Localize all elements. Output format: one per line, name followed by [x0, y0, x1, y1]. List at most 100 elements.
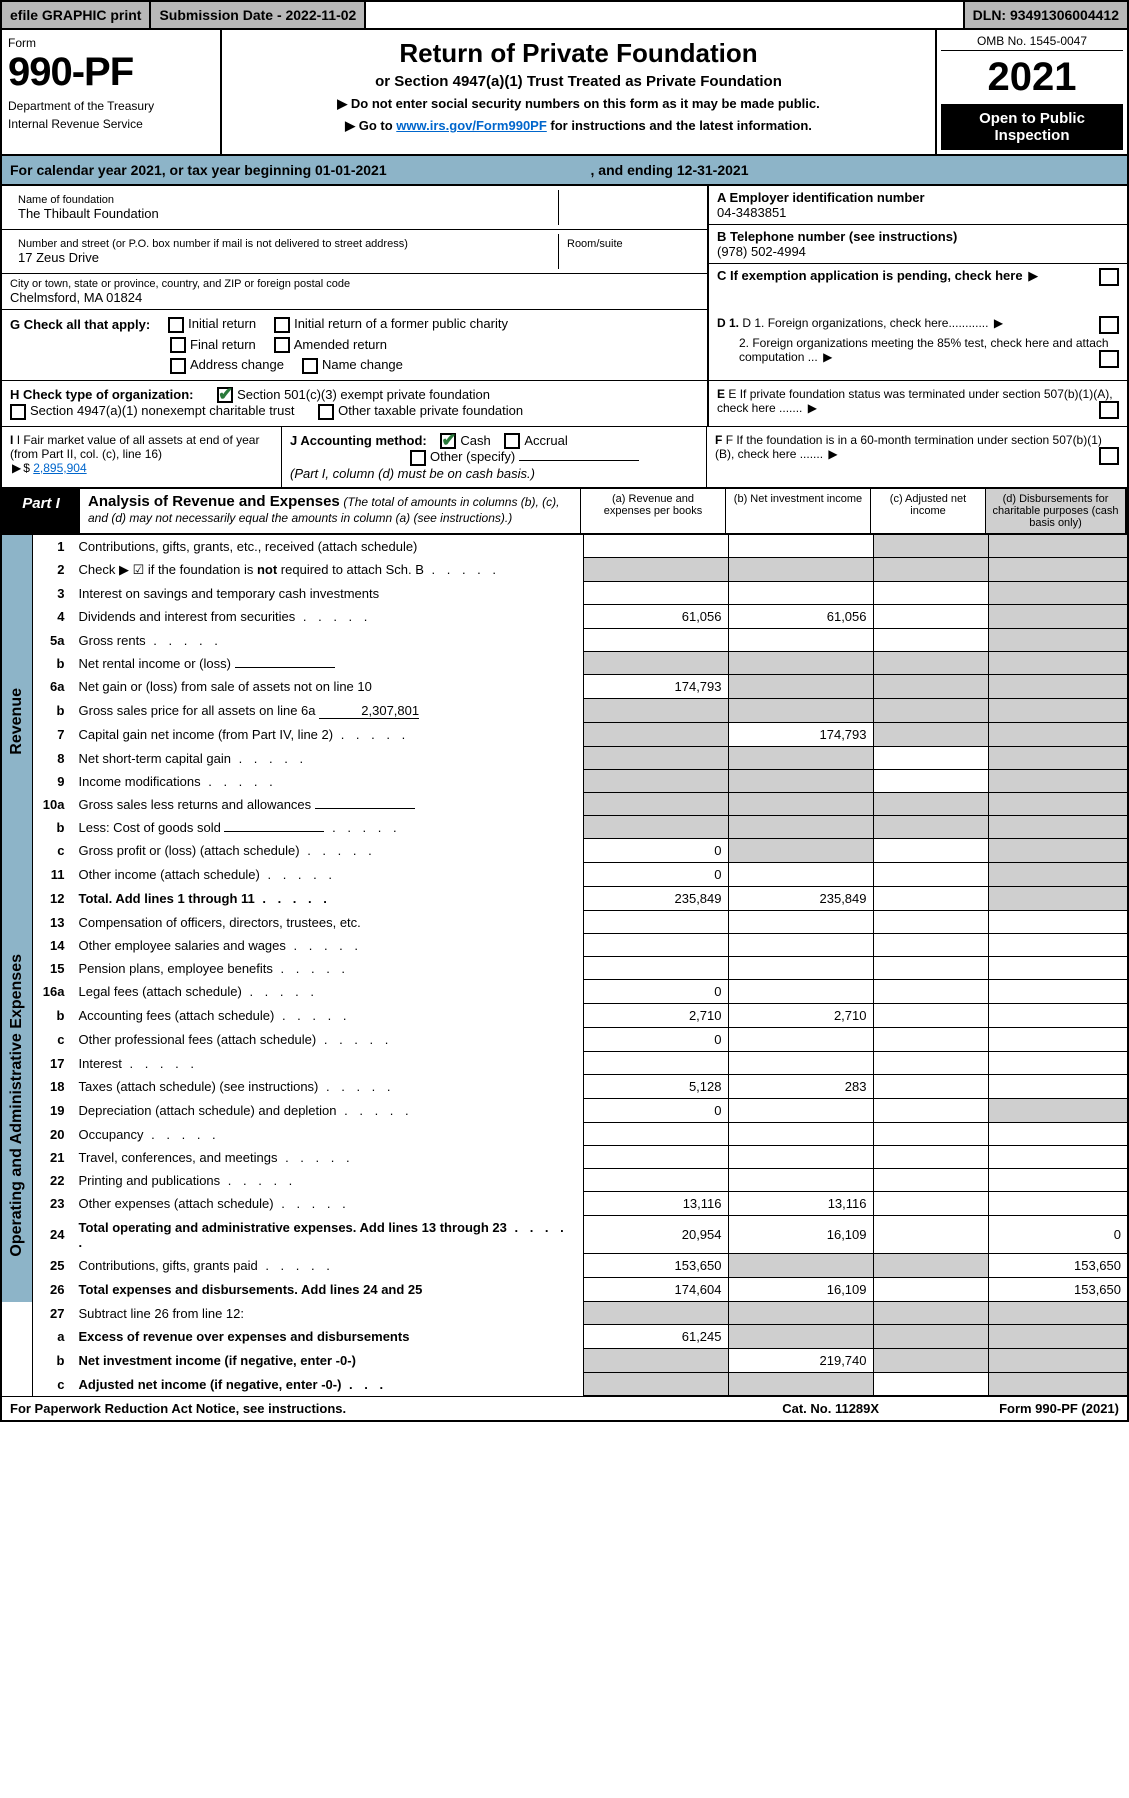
e-checkbox[interactable] — [1099, 401, 1119, 419]
arrow-icon: ▶ — [1028, 268, 1038, 284]
chk-501c3[interactable] — [217, 387, 233, 403]
line-number: 18 — [33, 1075, 73, 1099]
street-address: 17 Zeus Drive — [18, 250, 550, 265]
chk-initial-former[interactable] — [274, 317, 290, 333]
table-row: aExcess of revenue over expenses and dis… — [1, 1325, 1128, 1349]
chk-name-change[interactable] — [302, 358, 318, 374]
col-c-value — [873, 652, 988, 675]
dept-treasury: Department of the Treasury — [8, 99, 214, 113]
d1-checkbox[interactable] — [1099, 316, 1119, 334]
col-b-value — [728, 1123, 873, 1146]
col-c: (c) Adjusted net income — [870, 489, 985, 533]
table-row: cAdjusted net income (if negative, enter… — [1, 1373, 1128, 1396]
line-number: 20 — [33, 1123, 73, 1146]
chk-accrual[interactable] — [504, 433, 520, 449]
table-row: 26Total expenses and disbursements. Add … — [1, 1278, 1128, 1302]
line-description: Other income (attach schedule) . . . . . — [73, 863, 584, 887]
chk-final-return[interactable] — [170, 337, 186, 353]
line-number: 16a — [33, 980, 73, 1004]
col-c-value — [873, 816, 988, 839]
f-checkbox[interactable] — [1099, 447, 1119, 465]
line-description: Net gain or (loss) from sale of assets n… — [73, 675, 584, 699]
col-a-value: 0 — [583, 980, 728, 1004]
g-row: G Check all that apply: Initial return I… — [0, 310, 1129, 381]
col-d-value — [988, 1052, 1128, 1075]
col-d-value — [988, 1146, 1128, 1169]
table-row: 25Contributions, gifts, grants paid . . … — [1, 1254, 1128, 1278]
col-a-value — [583, 1052, 728, 1075]
part1-header: Part I Analysis of Revenue and Expenses … — [0, 489, 1129, 535]
col-c-value — [873, 629, 988, 652]
line-number: 11 — [33, 863, 73, 887]
col-d-value — [988, 934, 1128, 957]
table-row: 21Travel, conferences, and meetings . . … — [1, 1146, 1128, 1169]
chk-other-method[interactable] — [410, 450, 426, 466]
line-number: 27 — [33, 1302, 73, 1325]
col-c-value — [873, 558, 988, 582]
table-row: Revenue1Contributions, gifts, grants, et… — [1, 535, 1128, 558]
col-d-value — [988, 582, 1128, 605]
table-row: bGross sales price for all assets on lin… — [1, 699, 1128, 723]
col-a: (a) Revenue and expenses per books — [580, 489, 725, 533]
col-a-value — [583, 747, 728, 770]
chk-amended-return[interactable] — [274, 337, 290, 353]
line-number: 14 — [33, 934, 73, 957]
line-number: 5a — [33, 629, 73, 652]
col-a-value — [583, 1302, 728, 1325]
table-row: 18Taxes (attach schedule) (see instructi… — [1, 1075, 1128, 1099]
line-number: c — [33, 839, 73, 863]
col-c-value — [873, 605, 988, 629]
line-number: 26 — [33, 1278, 73, 1302]
col-c-value — [873, 699, 988, 723]
line-number: 13 — [33, 911, 73, 934]
table-row: bNet rental income or (loss) — [1, 652, 1128, 675]
table-row: cGross profit or (loss) (attach schedule… — [1, 839, 1128, 863]
line-description: Other employee salaries and wages . . . … — [73, 934, 584, 957]
chk-4947[interactable] — [10, 404, 26, 420]
fmv-link[interactable]: 2,895,904 — [33, 461, 86, 475]
irs-link[interactable]: www.irs.gov/Form990PF — [396, 118, 547, 133]
col-b-value: 2,710 — [728, 1004, 873, 1028]
print-label[interactable]: efile GRAPHIC print — [2, 2, 151, 28]
col-d-value — [988, 605, 1128, 629]
line-description: Printing and publications . . . . . — [73, 1169, 584, 1192]
table-row: 27Subtract line 26 from line 12: — [1, 1302, 1128, 1325]
line-description: Check ▶ ☑ if the foundation is not requi… — [73, 558, 584, 582]
col-a-value — [583, 1169, 728, 1192]
col-a-value: 61,245 — [583, 1325, 728, 1349]
col-d-value — [988, 839, 1128, 863]
chk-cash[interactable] — [440, 433, 456, 449]
col-b-value — [728, 1028, 873, 1052]
col-c-value — [873, 957, 988, 980]
chk-other-taxable[interactable] — [318, 404, 334, 420]
phone-value: (978) 502-4994 — [717, 244, 806, 259]
d2-label: 2. Foreign organizations meeting the 85%… — [717, 336, 1119, 364]
line-number: c — [33, 1028, 73, 1052]
col-d-value — [988, 699, 1128, 723]
col-d-value: 0 — [988, 1216, 1128, 1254]
col-a-value — [583, 934, 728, 957]
line-number: 15 — [33, 957, 73, 980]
c-checkbox[interactable] — [1099, 268, 1119, 286]
table-row: 23Other expenses (attach schedule) . . .… — [1, 1192, 1128, 1216]
line-description: Travel, conferences, and meetings . . . … — [73, 1146, 584, 1169]
line-number: 17 — [33, 1052, 73, 1075]
col-b-value: 174,793 — [728, 723, 873, 747]
chk-address-change[interactable] — [170, 358, 186, 374]
col-d-value — [988, 675, 1128, 699]
d2-checkbox[interactable] — [1099, 350, 1119, 368]
line-description: Occupancy . . . . . — [73, 1123, 584, 1146]
line-description: Interest on savings and temporary cash i… — [73, 582, 584, 605]
col-d-value — [988, 887, 1128, 911]
col-d: (d) Disbursements for charitable purpose… — [985, 489, 1125, 533]
col-b-value — [728, 980, 873, 1004]
line-description: Other professional fees (attach schedule… — [73, 1028, 584, 1052]
col-b-value — [728, 1052, 873, 1075]
col-c-value — [873, 1075, 988, 1099]
line-number: b — [33, 652, 73, 675]
table-row: bLess: Cost of goods sold . . . . . — [1, 816, 1128, 839]
line-description: Total operating and administrative expen… — [73, 1216, 584, 1254]
table-row: 8Net short-term capital gain . . . . . — [1, 747, 1128, 770]
chk-initial-return[interactable] — [168, 317, 184, 333]
col-b-value — [728, 1169, 873, 1192]
